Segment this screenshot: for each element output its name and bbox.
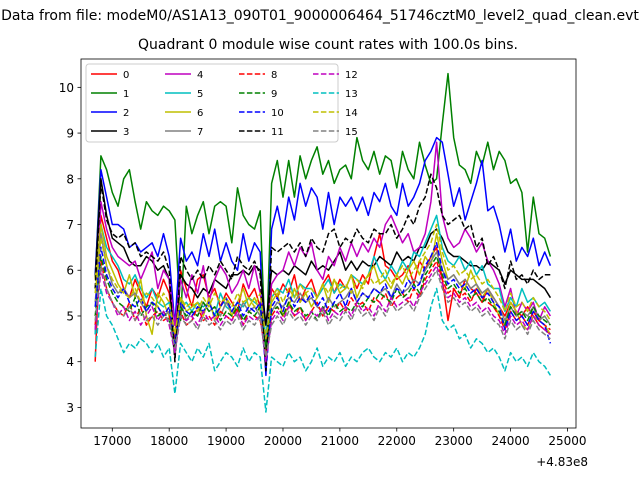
series-line-2: [94, 136, 552, 377]
y-tick-label: 8: [66, 172, 74, 186]
series-line-15: [94, 264, 551, 358]
legend-label-0: 0: [123, 70, 129, 81]
figure-suptitle: Data from file: modeM0/AS1A13_090T01_900…: [1, 8, 639, 24]
legend-box: [85, 63, 339, 143]
x-tick-label: 20000: [264, 434, 302, 448]
plot-area: [94, 72, 552, 413]
y-tick-label: 9: [66, 127, 74, 141]
legend-label-2: 2: [123, 108, 129, 119]
x-tick-label: 17000: [93, 434, 131, 448]
y-tick-label: 7: [66, 218, 74, 232]
legend-label-1: 1: [123, 89, 129, 100]
series-line-8: [94, 260, 551, 354]
y-tick-label: 10: [59, 81, 74, 95]
x-tick-label: 24000: [491, 434, 529, 448]
legend-label-7: 7: [197, 127, 203, 138]
legend-label-15: 15: [345, 127, 358, 138]
x-tick-label: 18000: [150, 434, 188, 448]
series-line-10: [94, 242, 552, 372]
legend-label-11: 11: [271, 127, 284, 138]
axes-frame: [80, 58, 577, 429]
series-line-13: [94, 287, 552, 413]
legend-label-10: 10: [271, 108, 284, 119]
x-tick-label: 21000: [321, 434, 359, 448]
x-tick-label: 22000: [378, 434, 416, 448]
series-line-11: [94, 173, 551, 372]
legend-label-14: 14: [345, 108, 358, 119]
series-line-14: [94, 223, 552, 340]
series-line-1: [94, 72, 552, 363]
x-tick-label: 19000: [207, 434, 245, 448]
legend-label-8: 8: [271, 70, 277, 81]
legend-label-5: 5: [197, 89, 203, 100]
x-tick-label: 25000: [548, 434, 586, 448]
legend-label-13: 13: [345, 89, 358, 100]
y-tick-label: 5: [66, 309, 74, 323]
legend-label-3: 3: [123, 127, 129, 138]
y-tick-label: 6: [66, 264, 74, 278]
y-tick-label: 3: [66, 401, 74, 415]
series-line-12: [94, 264, 551, 363]
legend-label-12: 12: [345, 70, 358, 81]
legend-label-4: 4: [197, 70, 203, 81]
axes: 17000 18000 19000 20000 21000 22000 23000 24000…: [59, 58, 588, 469]
legend-label-6: 6: [197, 108, 203, 119]
chart-title: Quadrant 0 module wise count rates with …: [138, 37, 518, 53]
x-tick-label: 23000: [435, 434, 473, 448]
legend-label-9: 9: [271, 89, 277, 100]
y-tick-label: 4: [66, 355, 74, 369]
x-offset-label: +4.83e8: [536, 455, 588, 469]
